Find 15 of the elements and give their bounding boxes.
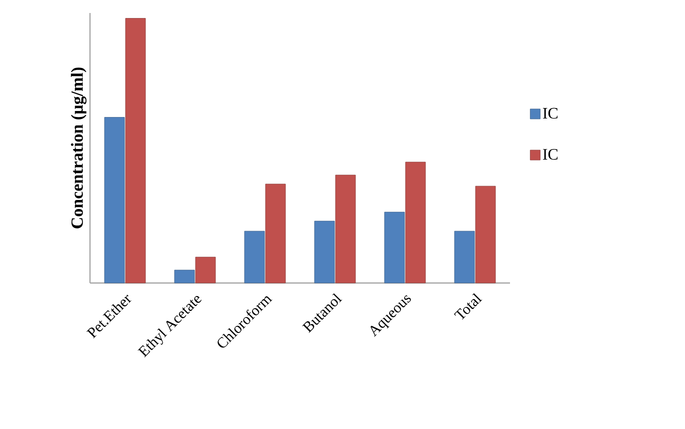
- y-axis-title: Concentration (µg/ml): [70, 68, 86, 228]
- bar: [384, 212, 405, 284]
- legend-label: IC: [542, 149, 558, 160]
- bar: [195, 256, 216, 284]
- bar: [265, 184, 286, 284]
- bar: [475, 186, 496, 284]
- bar: [405, 162, 426, 284]
- bar: [335, 174, 356, 284]
- bar: [454, 230, 475, 284]
- bar: [104, 117, 125, 284]
- bar: [314, 220, 335, 284]
- bar: [244, 230, 265, 284]
- legend-label: IC: [542, 108, 558, 119]
- bar: [174, 270, 195, 284]
- bar: [125, 18, 146, 284]
